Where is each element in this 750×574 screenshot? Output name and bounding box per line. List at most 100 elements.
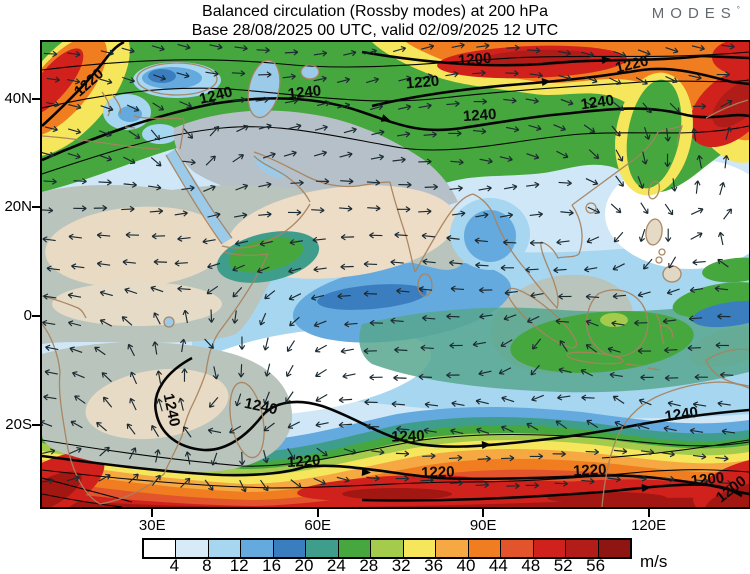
wind-arrow bbox=[717, 400, 731, 407]
wind-arrow bbox=[74, 395, 86, 404]
wind-arrow bbox=[313, 75, 327, 82]
wind-arrow bbox=[422, 452, 436, 460]
wind-arrow bbox=[692, 259, 706, 266]
streamfunction-contours bbox=[42, 42, 749, 507]
wind-arrow bbox=[44, 125, 58, 133]
wind-arrow bbox=[530, 292, 544, 299]
wind-arrow bbox=[558, 293, 572, 300]
wind-arrow bbox=[526, 153, 540, 160]
wind-arrow bbox=[69, 447, 82, 455]
wind-arrow bbox=[151, 474, 161, 486]
wind-arrow bbox=[661, 475, 675, 483]
contour-value-label: 1220 bbox=[286, 452, 320, 471]
wind-arrow bbox=[46, 265, 60, 272]
wind-arrow bbox=[445, 71, 459, 78]
x-axis-tick bbox=[647, 509, 650, 517]
wind-arrow bbox=[472, 128, 487, 135]
wind-arrow bbox=[369, 374, 383, 381]
wind-arrow bbox=[126, 423, 136, 435]
wind-arrow bbox=[123, 181, 137, 188]
wind-arrow bbox=[314, 344, 327, 353]
wind-arrow bbox=[43, 178, 57, 185]
x-axis-label: 30E bbox=[138, 517, 166, 534]
wind-arrow bbox=[363, 290, 378, 297]
colorbar-segment bbox=[533, 540, 567, 557]
wind-arrow bbox=[370, 154, 385, 161]
colorbar-segment bbox=[306, 540, 339, 557]
wind-arrow bbox=[337, 102, 351, 109]
wind-arrow bbox=[424, 401, 439, 408]
wind-arrow bbox=[391, 400, 405, 408]
colorbar-segment bbox=[598, 540, 631, 557]
wind-arrow bbox=[208, 309, 215, 323]
wind-arrow bbox=[531, 338, 542, 350]
colorbar-tick-value: 16 bbox=[262, 556, 282, 574]
wind-arrow bbox=[664, 346, 678, 354]
wind-arrow bbox=[282, 73, 296, 80]
wind-arrow bbox=[237, 364, 245, 378]
wind-arrow bbox=[311, 207, 325, 214]
wind-arrow bbox=[451, 42, 465, 49]
wind-arrow bbox=[449, 479, 464, 487]
wind-arrow bbox=[552, 450, 566, 458]
map-plot: 1220 1240 1240 1220 1200 1240 1240 1220 1240 1240… bbox=[42, 42, 749, 507]
wind-arrow bbox=[418, 286, 433, 293]
wind-arrow bbox=[149, 208, 164, 215]
y-axis-tick bbox=[32, 423, 40, 426]
wind-arrow bbox=[182, 159, 196, 166]
wind-arrow bbox=[283, 150, 297, 157]
wind-arrow bbox=[258, 123, 272, 130]
wind-arrow bbox=[122, 76, 136, 84]
wind-arrow bbox=[151, 233, 166, 240]
contour-value-label: 1240 bbox=[160, 392, 184, 428]
wind-arrow bbox=[580, 368, 593, 377]
wind-arrow bbox=[313, 50, 328, 57]
wind-arrow bbox=[717, 258, 729, 268]
wind-arrow bbox=[612, 395, 625, 404]
wind-arrow bbox=[692, 453, 707, 460]
wind-arrow bbox=[529, 72, 543, 79]
wind-arrow bbox=[337, 293, 351, 300]
wind-arrow bbox=[418, 158, 432, 165]
wind-arrow bbox=[393, 374, 407, 382]
wind-arrow bbox=[586, 419, 599, 429]
wind-arrow bbox=[450, 158, 464, 166]
wind-arrow bbox=[529, 211, 544, 218]
x-axis-tick bbox=[151, 509, 154, 517]
wind-arrow bbox=[529, 453, 544, 460]
wind-arrow bbox=[450, 428, 464, 435]
wind-arrow bbox=[45, 344, 59, 351]
wind-arrow bbox=[531, 394, 544, 402]
wind-arrow bbox=[127, 343, 135, 357]
wind-arrow bbox=[365, 423, 380, 430]
wind-arrow bbox=[525, 266, 539, 273]
wind-arrow bbox=[234, 44, 248, 52]
wind-arrow bbox=[94, 346, 106, 356]
contour-value-label: 1220 bbox=[573, 461, 607, 480]
colorbar-tick-value: 44 bbox=[488, 556, 508, 574]
wind-arrow bbox=[176, 72, 190, 79]
wind-arrow bbox=[363, 260, 378, 268]
wind-arrow bbox=[232, 264, 245, 272]
wind-arrow bbox=[584, 266, 598, 273]
wind-arrow bbox=[121, 205, 135, 213]
wind-arrow bbox=[692, 401, 707, 408]
wind-arrow bbox=[503, 314, 517, 321]
wind-arrow bbox=[668, 256, 677, 269]
x-axis-label: 60E bbox=[304, 517, 332, 534]
wind-arrow bbox=[499, 155, 513, 162]
wind-arrow bbox=[392, 46, 407, 53]
wind-arrow bbox=[478, 370, 492, 377]
wind-arrow bbox=[638, 398, 652, 406]
wind-arrow bbox=[725, 126, 732, 140]
wind-arrow bbox=[71, 263, 85, 270]
wind-arrow bbox=[207, 427, 222, 434]
wind-arrow bbox=[609, 77, 622, 85]
wind-arrow bbox=[258, 181, 272, 188]
wind-arrow bbox=[126, 104, 140, 112]
wind-arrow bbox=[714, 285, 729, 292]
wind-arrow bbox=[239, 479, 247, 493]
wind-arrow bbox=[129, 397, 137, 411]
wind-arrow bbox=[73, 178, 87, 185]
wind-arrow bbox=[449, 259, 463, 267]
